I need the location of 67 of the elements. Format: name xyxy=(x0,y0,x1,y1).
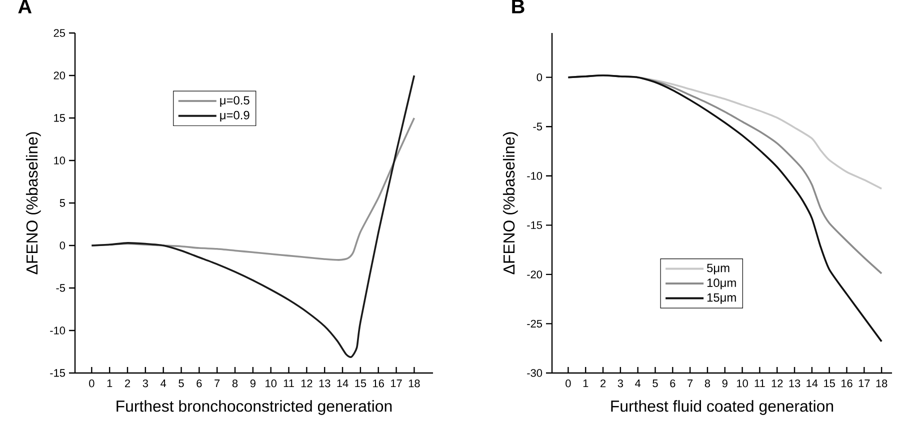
y-tick-label: -25 xyxy=(527,320,542,328)
x-tick-label: 18 xyxy=(408,380,420,388)
x-tick-label: 13 xyxy=(319,380,330,388)
x-tick-label: 0 xyxy=(89,380,94,388)
y-tick-label: -5 xyxy=(56,284,66,292)
y-tick-label: 15 xyxy=(54,114,66,122)
x-tick-label: 16 xyxy=(841,380,852,388)
x-tick-label: 8 xyxy=(704,380,710,388)
x-tick-label: 3 xyxy=(618,380,623,388)
x-tick-label: 5 xyxy=(652,380,658,388)
x-tick-label: 5 xyxy=(178,380,184,388)
x-axis-title: Furthest bronchoconstricted generation xyxy=(116,400,392,415)
line-series xyxy=(90,74,416,358)
x-tick-label: 15 xyxy=(355,380,366,388)
y-tick-label: -15 xyxy=(50,369,66,377)
x-tick-label: 13 xyxy=(789,380,800,388)
chart-title: B xyxy=(512,0,524,14)
legend-label: 5μm xyxy=(707,264,730,274)
legend-label: μ=0.5 xyxy=(220,96,250,107)
x-tick-label: 1 xyxy=(107,380,112,388)
x-tick-label: 12 xyxy=(772,380,783,388)
x-tick-label: 4 xyxy=(160,380,166,388)
y-tick-label: 0 xyxy=(60,242,66,250)
x-tick-label: 6 xyxy=(670,380,676,388)
x-tick-label: 12 xyxy=(301,380,312,388)
x-tick-label: 8 xyxy=(232,380,238,388)
x-tick-label: 18 xyxy=(876,380,888,388)
x-tick-label: 4 xyxy=(635,380,641,388)
y-tick-label: -15 xyxy=(527,221,542,229)
y-tick-label: -5 xyxy=(533,122,542,130)
x-tick-label: 9 xyxy=(722,380,728,388)
chart-title: A xyxy=(18,0,32,14)
y-tick-label: 10 xyxy=(54,156,66,164)
x-tick-label: 16 xyxy=(373,380,384,388)
x-tick-label: 7 xyxy=(214,380,220,388)
legend-label: 15μm xyxy=(707,293,736,304)
y-tick-label: -10 xyxy=(527,172,542,180)
x-tick-label: 17 xyxy=(858,380,870,388)
y-tick-label: -10 xyxy=(50,326,66,334)
x-tick-label: 10 xyxy=(266,380,277,388)
x-tick-label: 9 xyxy=(250,380,256,388)
x-tick-label: 1 xyxy=(583,380,588,388)
x-tick-label: 11 xyxy=(754,380,765,388)
legend-label: μ=0.9 xyxy=(220,110,250,122)
x-tick-label: 17 xyxy=(391,380,402,388)
x-tick-label: 7 xyxy=(688,380,693,388)
y-axis-title: ΔFENO (%baseline) xyxy=(502,132,518,274)
x-tick-label: 0 xyxy=(566,380,571,388)
x-axis-title: Furthest fluid coated generation xyxy=(611,400,834,415)
x-tick-label: 2 xyxy=(125,380,130,388)
x-tick-label: 11 xyxy=(284,380,294,388)
x-tick-label: 10 xyxy=(737,380,748,388)
x-tick-label: 15 xyxy=(824,380,835,388)
x-tick-label: 3 xyxy=(142,380,148,388)
y-tick-label: 5 xyxy=(60,199,66,207)
y-tick-label: 20 xyxy=(54,72,66,80)
x-tick-label: 14 xyxy=(337,380,348,388)
x-tick-label: 6 xyxy=(196,380,202,388)
y-axis-title: ΔFENO (%baseline) xyxy=(26,132,41,274)
y-tick-label: 25 xyxy=(54,29,66,37)
x-tick-label: 14 xyxy=(806,380,818,388)
y-tick-label: 0 xyxy=(536,73,542,82)
line-series xyxy=(567,74,882,342)
x-tick-label: 2 xyxy=(600,380,606,388)
y-tick-label: -20 xyxy=(527,270,542,278)
legend-label: 10μm xyxy=(707,278,736,290)
y-tick-label: -30 xyxy=(527,369,542,377)
